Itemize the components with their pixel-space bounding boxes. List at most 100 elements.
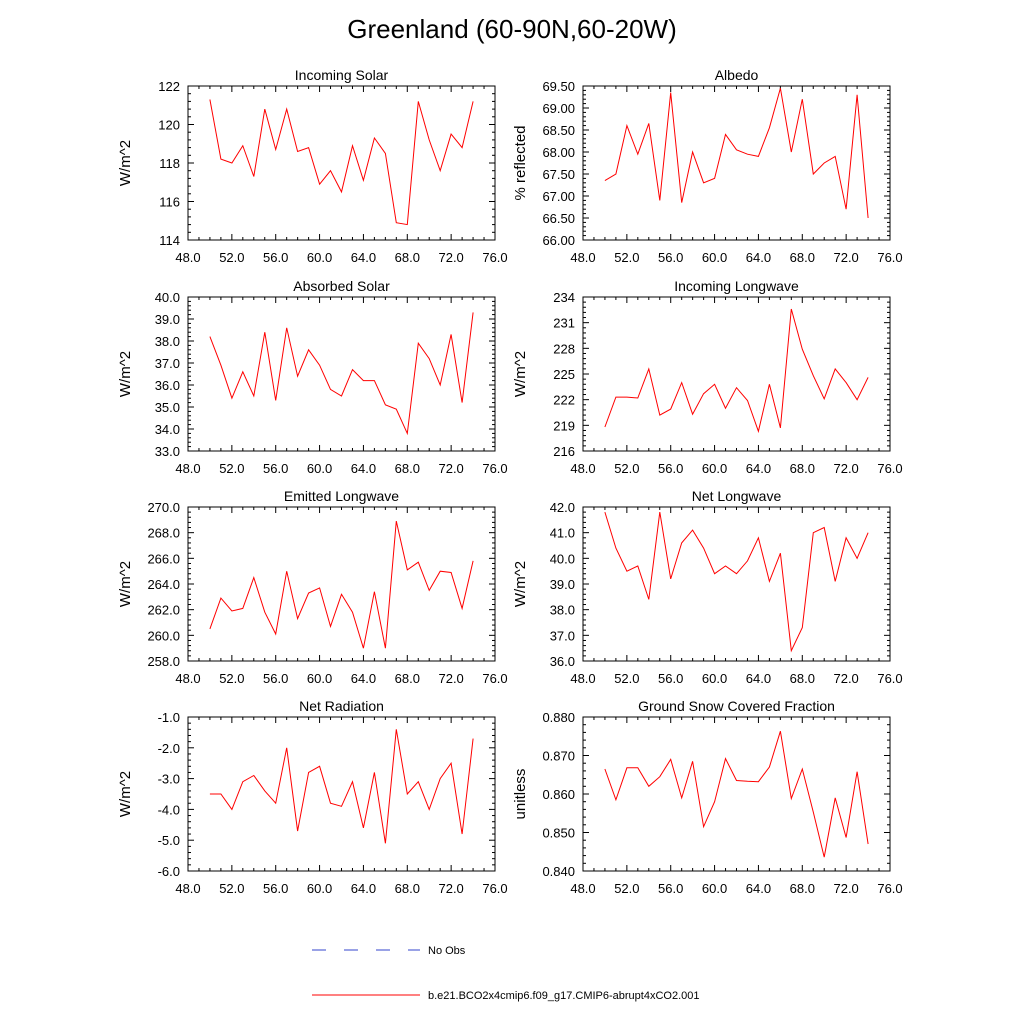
plot-frame — [582, 296, 891, 452]
x-tick-label: 48.0 — [175, 881, 200, 896]
y-tick-label: 37.0 — [550, 628, 575, 643]
plot-frame — [187, 296, 496, 452]
x-tick-label: 64.0 — [351, 671, 376, 686]
y-tick-label: 231 — [553, 316, 575, 331]
series-line — [604, 731, 869, 858]
x-tick-label: 52.0 — [614, 250, 639, 265]
series-line — [209, 729, 474, 844]
y-tick-label: 225 — [553, 367, 575, 382]
panel-5: Emitted Longwave W/m^2 48.0 52.0 56.0 60.0 64.… — [117, 488, 508, 686]
y-tick-label: 264.0 — [147, 577, 180, 592]
y-tick-label: 40.0 — [155, 290, 180, 305]
y-tick-label: 67.50 — [542, 167, 575, 182]
x-tick-label: 72.0 — [438, 461, 463, 476]
y-tick-label: 38.0 — [550, 603, 575, 618]
x-tick-label: 72.0 — [438, 881, 463, 896]
chart-main-title: Greenland (60-90N,60-20W) — [347, 14, 677, 44]
x-tick-label: 64.0 — [351, 250, 376, 265]
y-tick-label: 228 — [553, 341, 575, 356]
series-line — [604, 88, 869, 219]
x-tick-label: 52.0 — [219, 461, 244, 476]
x-tick-label: 76.0 — [877, 881, 902, 896]
x-tick-label: 76.0 — [877, 671, 902, 686]
y-tick-label: 66.50 — [542, 211, 575, 226]
y-axis-label: unitless — [512, 769, 529, 820]
y-tick-label: 69.50 — [542, 79, 575, 94]
y-tick-label: 34.0 — [155, 422, 180, 437]
y-tick-label: 67.00 — [542, 189, 575, 204]
y-tick-label: 234 — [553, 290, 575, 305]
panel-title: Emitted Longwave — [284, 488, 399, 504]
y-tick-label: 69.00 — [542, 101, 575, 116]
x-tick-label: 68.0 — [395, 461, 420, 476]
x-tick-label: 60.0 — [307, 881, 332, 896]
x-tick-label: 76.0 — [482, 461, 507, 476]
x-tick-label: 60.0 — [307, 671, 332, 686]
x-tick-label: 68.0 — [790, 461, 815, 476]
x-tick-label: 48.0 — [570, 671, 595, 686]
x-tick-label: 60.0 — [702, 671, 727, 686]
legend-obs-label: No Obs — [428, 945, 466, 957]
y-tick-label: 36.0 — [550, 654, 575, 669]
y-tick-label: 258.0 — [147, 654, 180, 669]
panel-title: Albedo — [715, 67, 759, 83]
panel-1: Incoming Solar W/m^2 48.0 52.0 56.0 60.0 64.0 6… — [117, 67, 508, 265]
x-tick-label: 52.0 — [219, 671, 244, 686]
y-tick-label: 37.0 — [155, 356, 180, 371]
x-tick-label: 64.0 — [351, 461, 376, 476]
x-tick-label: 76.0 — [877, 250, 902, 265]
x-tick-label: 56.0 — [658, 881, 683, 896]
panel-title: Incoming Solar — [295, 67, 389, 83]
y-tick-label: -4.0 — [158, 802, 180, 817]
y-axis-label: % reflected — [512, 125, 529, 200]
x-tick-label: 64.0 — [746, 461, 771, 476]
y-tick-label: 0.880 — [542, 710, 575, 725]
x-tick-label: 56.0 — [263, 250, 288, 265]
y-tick-label: 262.0 — [147, 603, 180, 618]
y-tick-label: 0.840 — [542, 864, 575, 879]
y-tick-label: 219 — [553, 418, 575, 433]
x-tick-label: 52.0 — [219, 881, 244, 896]
series-line — [604, 308, 869, 434]
y-tick-label: 114 — [159, 233, 180, 248]
plot-frame — [582, 506, 891, 662]
y-tick-label: 40.0 — [550, 551, 575, 566]
y-tick-label: 38.0 — [155, 334, 180, 349]
y-tick-label: 0.870 — [542, 749, 575, 764]
y-tick-label: 33.0 — [155, 444, 180, 459]
x-tick-label: 64.0 — [351, 881, 376, 896]
y-tick-label: 268.0 — [147, 526, 180, 541]
x-tick-label: 60.0 — [307, 250, 332, 265]
x-tick-label: 72.0 — [833, 671, 858, 686]
panel-title: Incoming Longwave — [674, 278, 799, 294]
x-tick-label: 64.0 — [746, 671, 771, 686]
panel-6: Net Longwave W/m^2 48.0 52.0 56.0 60.0 64.0 68.… — [512, 488, 903, 686]
y-tick-label: 260.0 — [147, 628, 180, 643]
x-tick-label: 72.0 — [833, 250, 858, 265]
x-tick-label: 76.0 — [482, 250, 507, 265]
x-tick-label: 48.0 — [570, 461, 595, 476]
x-tick-label: 52.0 — [614, 881, 639, 896]
x-tick-label: 56.0 — [263, 881, 288, 896]
plot-frame — [582, 85, 891, 241]
x-tick-label: 72.0 — [833, 881, 858, 896]
y-tick-label: 0.850 — [542, 826, 575, 841]
plot-frame — [187, 85, 496, 241]
x-tick-label: 60.0 — [307, 461, 332, 476]
x-tick-label: 48.0 — [570, 881, 595, 896]
y-axis-label: W/m^2 — [117, 140, 134, 186]
y-tick-label: 120 — [158, 118, 180, 133]
x-tick-label: 52.0 — [614, 671, 639, 686]
plot-frame — [187, 716, 496, 872]
y-tick-label: 68.50 — [542, 123, 575, 138]
x-tick-label: 68.0 — [395, 250, 420, 265]
y-axis-label: W/m^2 — [117, 351, 134, 397]
y-tick-label: 116 — [159, 195, 180, 210]
y-tick-label: 39.0 — [550, 577, 575, 592]
x-tick-label: 68.0 — [790, 881, 815, 896]
x-tick-label: 68.0 — [790, 250, 815, 265]
panel-7: Net Radiation W/m^2 48.0 52.0 56.0 60.0 64.0 68… — [117, 698, 508, 896]
y-tick-label: 66.00 — [542, 233, 575, 248]
panel-title: Absorbed Solar — [293, 278, 390, 294]
